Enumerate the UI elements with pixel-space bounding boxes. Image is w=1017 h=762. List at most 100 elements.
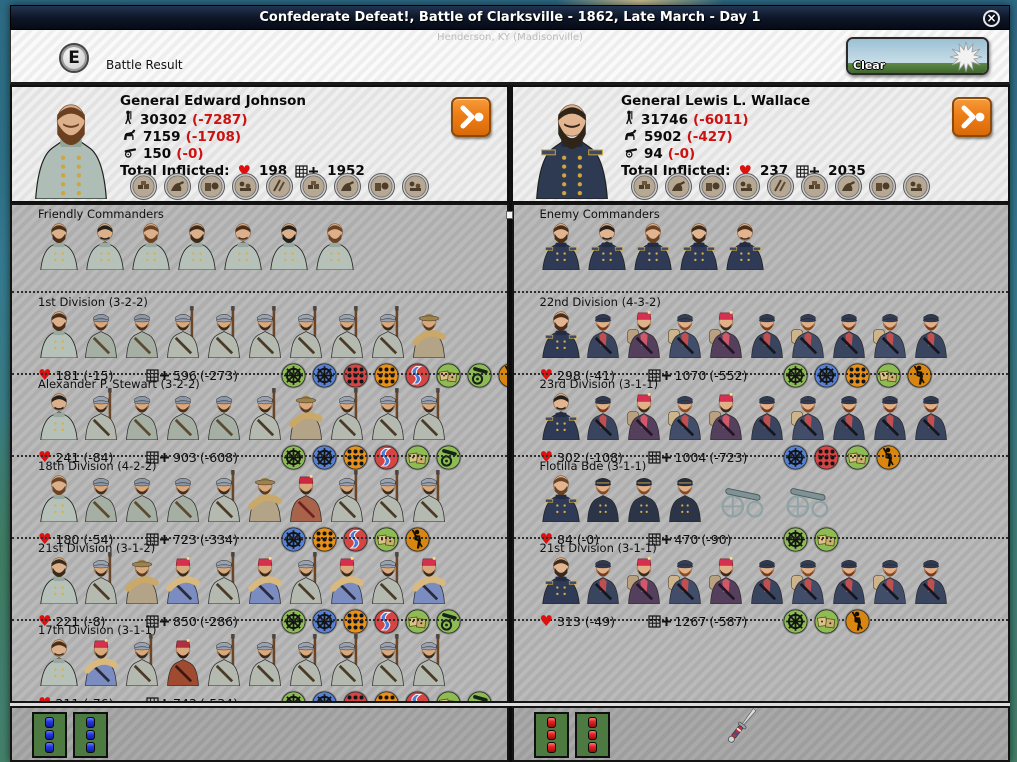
unit-portrait[interactable] <box>788 305 828 362</box>
unit-portrait[interactable] <box>911 305 951 362</box>
medallion-cavalry-icon[interactable] <box>665 173 692 200</box>
unit-portrait[interactable] <box>163 387 203 444</box>
unit-portrait[interactable] <box>665 387 705 444</box>
unit-portrait[interactable] <box>624 387 664 444</box>
medallion-artillery-icon[interactable] <box>402 173 429 200</box>
close-icon[interactable]: × <box>983 10 1000 27</box>
general-portrait[interactable] <box>32 93 110 200</box>
unit-portrait[interactable] <box>829 551 869 608</box>
unit-portrait[interactable] <box>286 387 326 444</box>
unit-portrait[interactable] <box>122 469 162 526</box>
commander-portrait[interactable] <box>724 217 766 274</box>
general-portrait[interactable] <box>533 93 611 200</box>
unit-portrait[interactable] <box>409 305 449 362</box>
unit-portrait[interactable] <box>327 387 367 444</box>
medallion-horses-icon[interactable] <box>733 173 760 200</box>
unit-portrait[interactable] <box>122 633 162 690</box>
unit-portrait[interactable] <box>368 305 408 362</box>
unit-portrait[interactable] <box>409 633 449 690</box>
commander-portrait[interactable] <box>176 217 218 274</box>
unit-portrait[interactable] <box>245 305 285 362</box>
medallion-raid-icon[interactable] <box>198 173 225 200</box>
unit-portrait[interactable] <box>327 305 367 362</box>
unit-portrait[interactable] <box>327 469 367 526</box>
unit-portrait[interactable] <box>829 305 869 362</box>
artillery-unit-icon[interactable] <box>714 476 770 526</box>
unit-portrait[interactable] <box>706 387 746 444</box>
unit-portrait[interactable] <box>911 551 951 608</box>
medallion-supplies-icon[interactable] <box>631 173 658 200</box>
unit-portrait[interactable] <box>624 305 664 362</box>
commander-portrait[interactable] <box>268 217 310 274</box>
next-battle-button[interactable] <box>451 97 491 137</box>
unit-portrait[interactable] <box>204 305 244 362</box>
column-splitter[interactable] <box>506 211 513 219</box>
unit-portrait[interactable] <box>368 387 408 444</box>
unit-portrait[interactable] <box>665 305 705 362</box>
division-commander-portrait[interactable] <box>540 551 582 608</box>
unit-portrait[interactable] <box>583 305 623 362</box>
unit-portrait[interactable] <box>368 469 408 526</box>
unit-portrait[interactable] <box>870 305 910 362</box>
commander-portrait[interactable] <box>84 217 126 274</box>
unit-portrait[interactable] <box>122 551 162 608</box>
commander-portrait[interactable] <box>540 217 582 274</box>
medallion-march-icon[interactable] <box>300 173 327 200</box>
medallion-raid-icon[interactable] <box>699 173 726 200</box>
unit-portrait[interactable] <box>788 551 828 608</box>
unit-portrait[interactable] <box>368 633 408 690</box>
unit-portrait[interactable] <box>204 469 244 526</box>
unit-portrait[interactable] <box>163 633 203 690</box>
medallion-march-icon[interactable] <box>801 173 828 200</box>
commander-portrait[interactable] <box>222 217 264 274</box>
unit-portrait[interactable] <box>829 387 869 444</box>
commander-portrait[interactable] <box>632 217 674 274</box>
division-commander-portrait[interactable] <box>38 633 80 690</box>
unit-portrait[interactable] <box>122 305 162 362</box>
unit-portrait[interactable] <box>245 469 285 526</box>
commander-portrait[interactable] <box>678 217 720 274</box>
unit-portrait[interactable] <box>163 469 203 526</box>
unit-portrait[interactable] <box>788 387 828 444</box>
unit-portrait[interactable] <box>286 551 326 608</box>
unit-portrait[interactable] <box>81 551 121 608</box>
division-commander-portrait[interactable] <box>540 387 582 444</box>
unit-portrait[interactable] <box>665 469 705 526</box>
unit-portrait[interactable] <box>81 387 121 444</box>
unit-portrait[interactable] <box>706 551 746 608</box>
medallion-supplies-icon[interactable] <box>130 173 157 200</box>
unit-portrait[interactable] <box>204 387 244 444</box>
unit-portrait[interactable] <box>747 387 787 444</box>
unit-portrait[interactable] <box>409 387 449 444</box>
division-commander-portrait[interactable] <box>38 305 80 362</box>
unit-portrait[interactable] <box>409 469 449 526</box>
unit-portrait[interactable] <box>245 387 285 444</box>
unit-portrait[interactable] <box>409 551 449 608</box>
unit-portrait[interactable] <box>245 633 285 690</box>
unit-portrait[interactable] <box>204 551 244 608</box>
division-commander-portrait[interactable] <box>540 305 582 362</box>
commander-portrait[interactable] <box>38 217 80 274</box>
unit-portrait[interactable] <box>368 551 408 608</box>
unit-portrait[interactable] <box>583 469 623 526</box>
unit-portrait[interactable] <box>163 551 203 608</box>
unit-portrait[interactable] <box>624 469 664 526</box>
unit-portrait[interactable] <box>327 551 367 608</box>
artillery-unit-icon[interactable] <box>779 476 835 526</box>
medallion-assault-icon[interactable] <box>835 173 862 200</box>
unit-portrait[interactable] <box>870 551 910 608</box>
unit-portrait[interactable] <box>583 551 623 608</box>
unit-portrait[interactable] <box>583 387 623 444</box>
unit-portrait[interactable] <box>706 305 746 362</box>
medallion-fortifications-icon[interactable] <box>266 173 293 200</box>
next-battle-button[interactable] <box>952 97 992 137</box>
unit-portrait[interactable] <box>81 305 121 362</box>
unit-portrait[interactable] <box>163 305 203 362</box>
unit-portrait[interactable] <box>122 387 162 444</box>
medallion-civilians-icon[interactable] <box>869 173 896 200</box>
unit-portrait[interactable] <box>747 305 787 362</box>
unit-portrait[interactable] <box>286 305 326 362</box>
commander-portrait[interactable] <box>314 217 356 274</box>
unit-portrait[interactable] <box>286 469 326 526</box>
medallion-civilians-icon[interactable] <box>368 173 395 200</box>
